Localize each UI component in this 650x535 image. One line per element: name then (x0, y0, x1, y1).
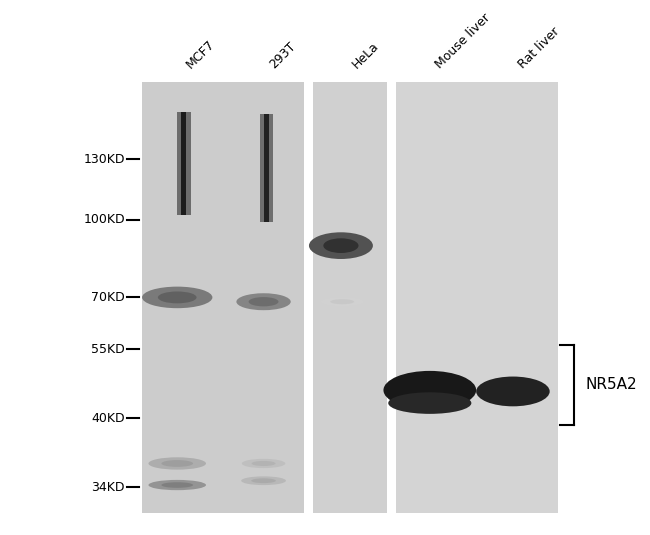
Bar (264, 114, 269, 222)
Ellipse shape (252, 461, 276, 466)
Ellipse shape (320, 297, 364, 307)
Ellipse shape (330, 299, 354, 304)
Bar (387, 82, 396, 513)
Text: Rat liver: Rat liver (516, 25, 562, 72)
Ellipse shape (476, 377, 550, 406)
Text: 34KD: 34KD (91, 480, 125, 494)
Text: 130KD: 130KD (83, 153, 125, 166)
Text: MCF7: MCF7 (183, 38, 217, 72)
Text: Mouse liver: Mouse liver (433, 12, 493, 72)
Text: NR5A2: NR5A2 (585, 377, 637, 392)
Ellipse shape (158, 292, 196, 303)
Ellipse shape (161, 482, 193, 488)
Ellipse shape (142, 287, 213, 308)
Bar (142, 82, 308, 513)
Text: HeLa: HeLa (350, 40, 382, 72)
Bar (261, 114, 273, 222)
Ellipse shape (242, 459, 285, 468)
Text: 40KD: 40KD (91, 411, 125, 425)
Bar (181, 112, 187, 215)
Ellipse shape (384, 371, 476, 409)
Ellipse shape (241, 476, 286, 485)
Ellipse shape (309, 232, 373, 259)
Text: 293T: 293T (266, 40, 298, 72)
Bar (308, 82, 391, 513)
Text: 100KD: 100KD (83, 213, 125, 226)
Ellipse shape (252, 478, 276, 483)
Ellipse shape (161, 460, 193, 467)
Ellipse shape (148, 457, 206, 470)
Text: 55KD: 55KD (91, 342, 125, 356)
Ellipse shape (323, 238, 359, 253)
Bar (177, 112, 190, 215)
Bar (304, 82, 313, 513)
Ellipse shape (237, 293, 291, 310)
Bar (391, 82, 558, 513)
Ellipse shape (248, 297, 278, 307)
Text: 70KD: 70KD (91, 291, 125, 304)
Ellipse shape (148, 480, 206, 490)
Ellipse shape (388, 392, 471, 414)
